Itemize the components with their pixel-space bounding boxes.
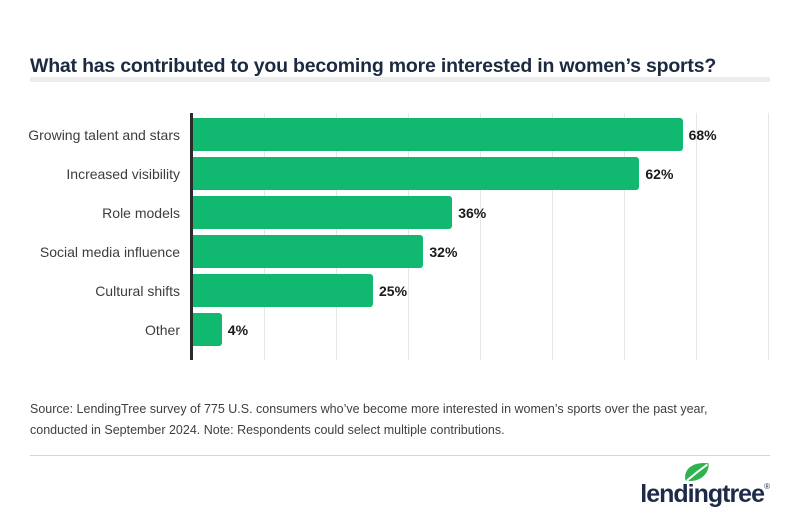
title-divider: [30, 77, 770, 82]
bar-track: 36%: [193, 193, 769, 232]
bar-chart: Growing talent and stars 68% Increased v…: [0, 113, 800, 360]
category-label: Growing talent and stars: [28, 126, 180, 143]
bar-track: 32%: [193, 232, 769, 271]
value-label: 36%: [458, 204, 487, 221]
bar-row: Social media influence 32%: [0, 232, 780, 271]
bar-row: Growing talent and stars 68%: [0, 115, 780, 154]
bar-track: 25%: [193, 271, 769, 310]
bar-track: 68%: [193, 115, 769, 154]
bar: [193, 118, 683, 151]
registered-trademark: ®: [764, 482, 770, 491]
category-label: Other: [144, 321, 180, 338]
category-label: Increased visibility: [66, 165, 180, 182]
category-label: Role models: [102, 204, 180, 221]
bar: [193, 196, 453, 229]
bar: [193, 313, 222, 346]
bar: [193, 274, 373, 307]
chart-title: What has contributed to you becoming mor…: [30, 55, 717, 78]
source-note: Source: LendingTree survey of 775 U.S. c…: [30, 401, 708, 437]
bar: [193, 157, 640, 190]
bar-row: Cultural shifts 25%: [0, 271, 780, 310]
category-label: Social media influence: [39, 243, 180, 260]
category-label: Cultural shifts: [95, 282, 180, 299]
bar-row: Increased visibility 62%: [0, 154, 780, 193]
bar-track: 4%: [193, 310, 769, 349]
value-label: 25%: [379, 282, 408, 299]
leaf-icon: [685, 462, 709, 481]
bar: [193, 235, 424, 268]
value-label: 4%: [227, 321, 249, 338]
value-label: 68%: [688, 126, 717, 143]
value-label: 32%: [429, 243, 458, 260]
bar-rows: Growing talent and stars 68% Increased v…: [0, 115, 780, 349]
bar-row: Role models 36%: [0, 193, 780, 232]
lendingtree-logo: lendingtree ®: [610, 460, 770, 512]
logo-wordmark: lendingtree: [640, 480, 765, 508]
bar-track: 62%: [193, 154, 769, 193]
value-label: 62%: [645, 165, 674, 182]
bar-row: Other 4%: [0, 310, 780, 349]
footer-divider: [30, 455, 770, 456]
